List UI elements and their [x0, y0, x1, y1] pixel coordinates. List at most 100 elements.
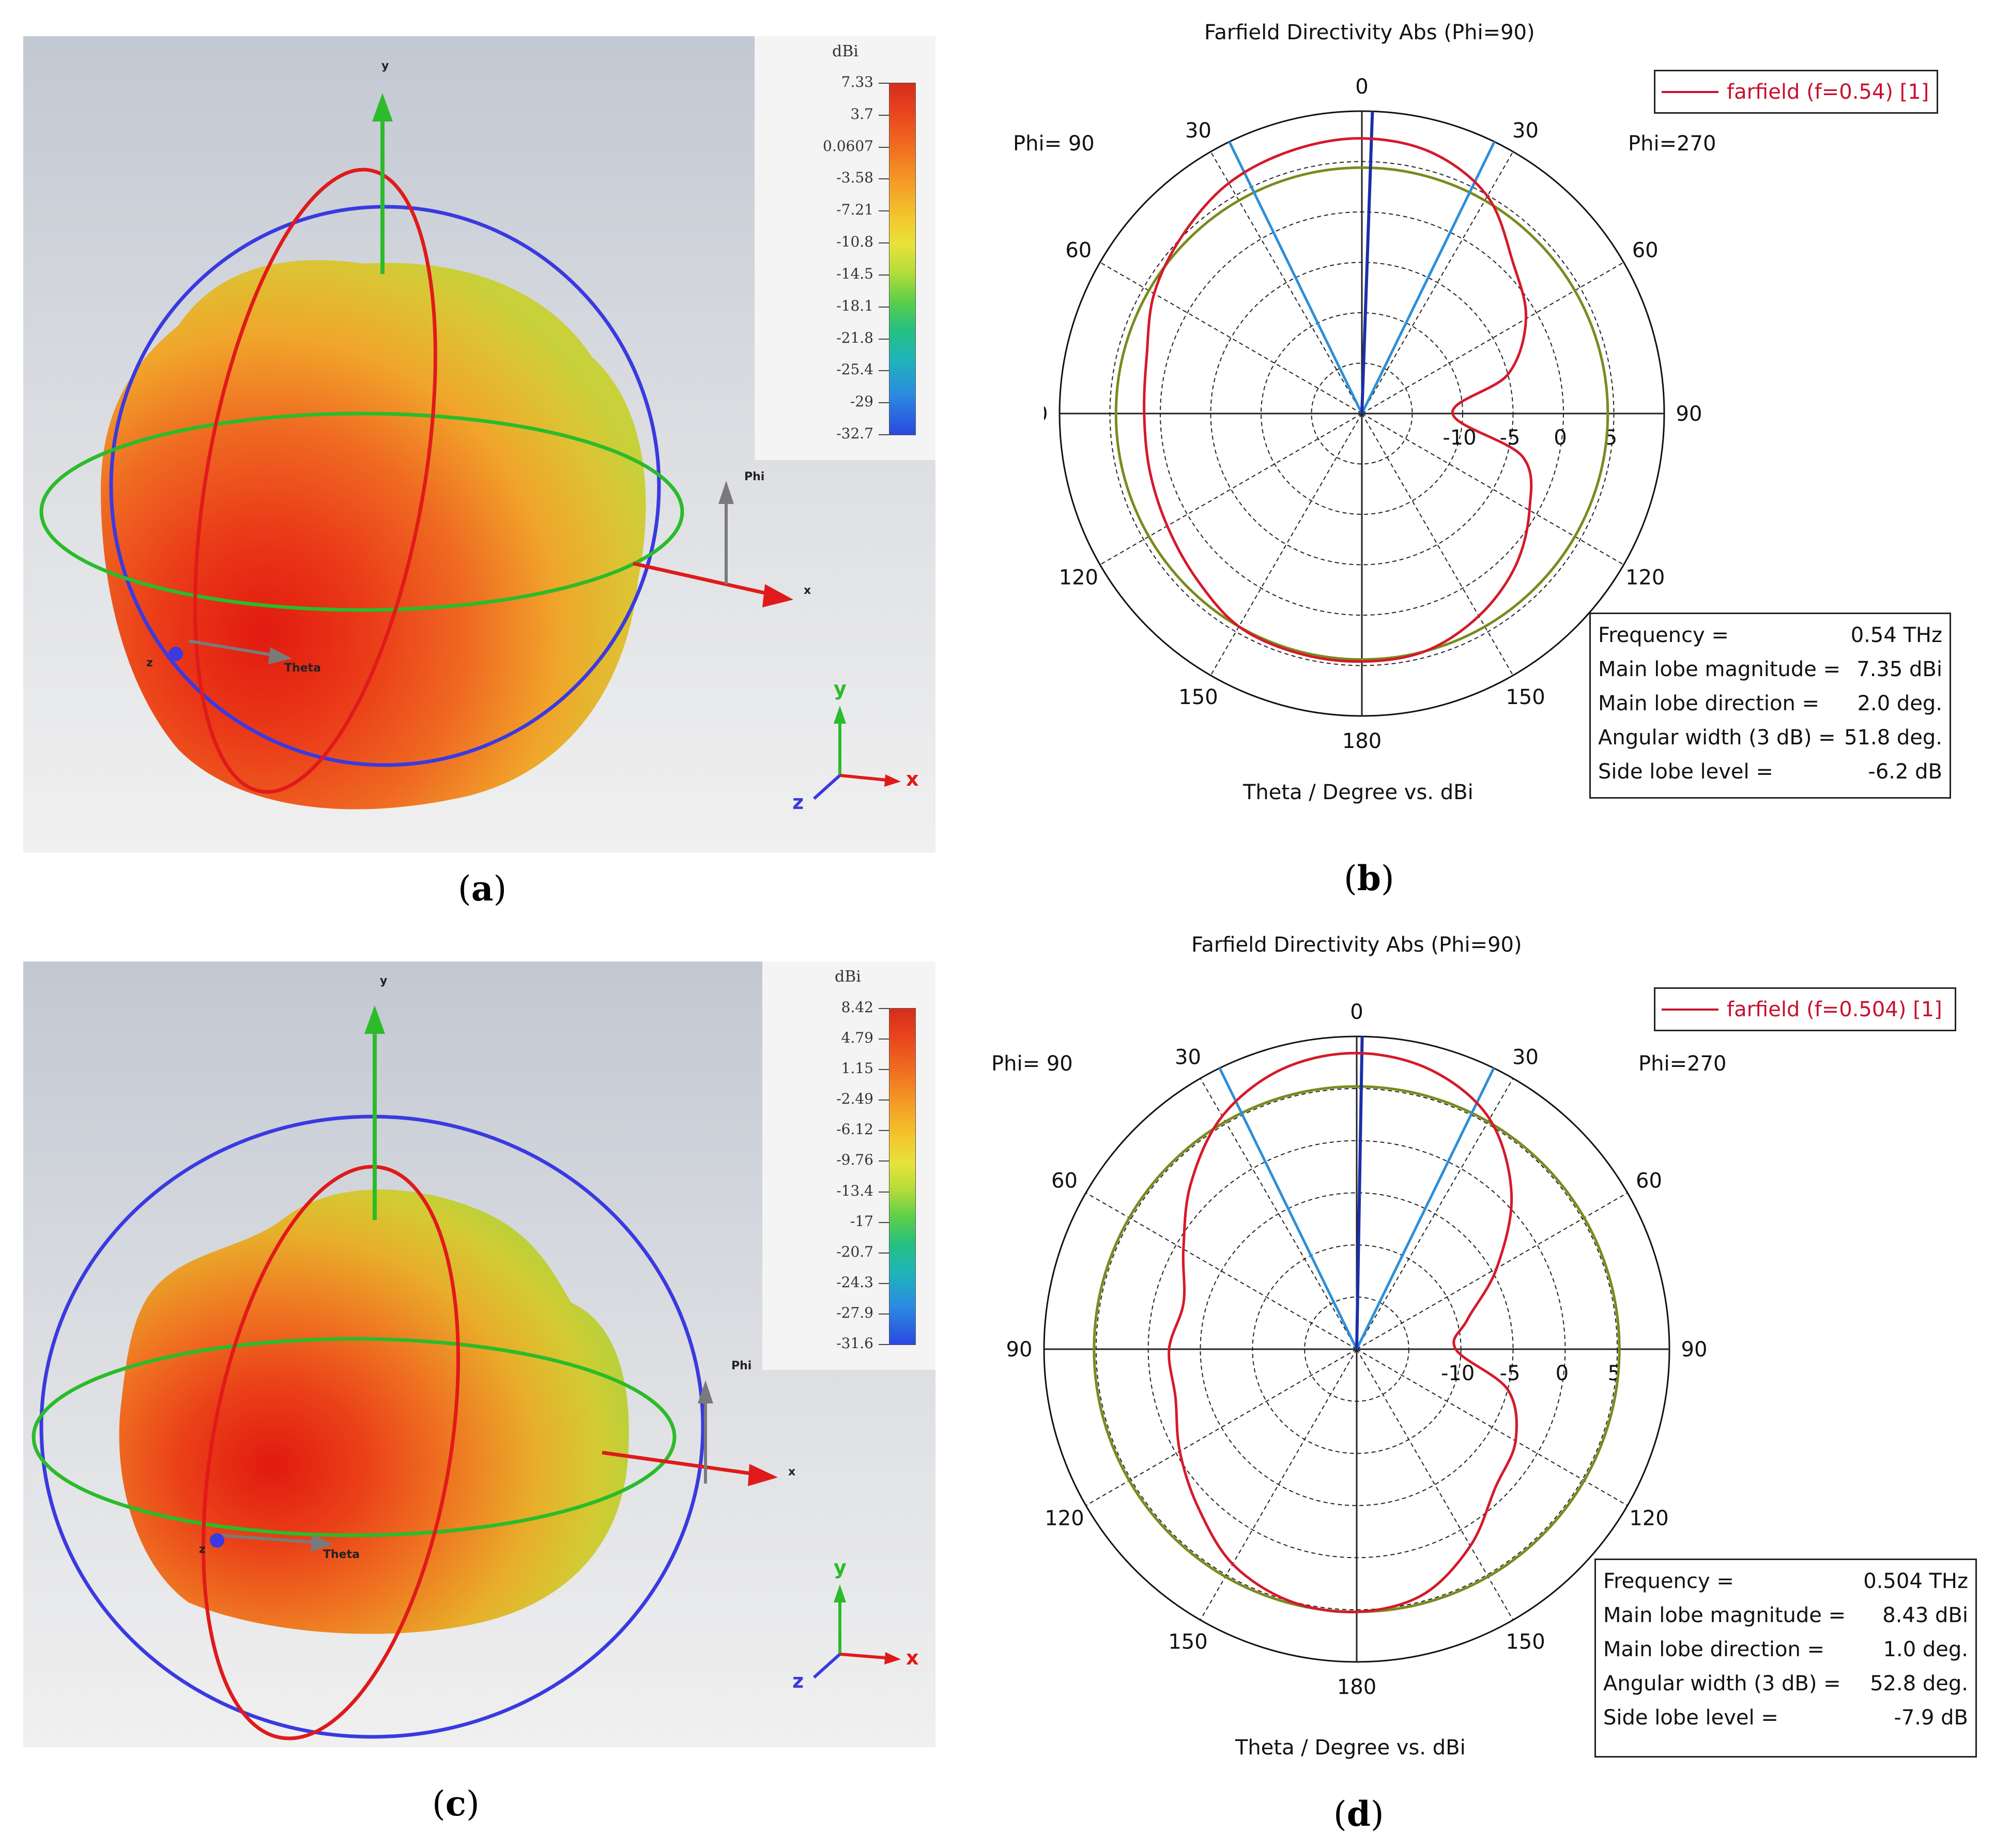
panel-c-red-ring — [202, 1165, 460, 1740]
polar-beamwidth-line — [1228, 141, 1363, 415]
colorbar-tick-mark — [879, 146, 889, 148]
panel-b-legend-swatch — [1662, 90, 1718, 93]
polar-angle-tick-label: 0 — [1350, 1000, 1363, 1024]
polar-spoke — [1356, 1192, 1628, 1350]
colorbar-tick-mark — [879, 402, 889, 404]
colorbar-tick-label: -18.1 — [836, 297, 873, 314]
polar-radial-tick-label: -10 — [1442, 426, 1476, 450]
colorbar-tick-mark — [879, 242, 889, 244]
info-row: Main lobe magnitude = 8.43 dBi — [1603, 1598, 1968, 1632]
panel-a-y-arrowhead — [372, 93, 393, 121]
colorbar-tick-mark — [879, 1069, 889, 1071]
colorbar-tick-mark — [879, 1130, 889, 1132]
colorbar-tick-label: -25.4 — [836, 361, 873, 378]
polar-spoke — [1200, 1349, 1357, 1621]
info-label: Side lobe level = — [1603, 1706, 1778, 1730]
polar-angle-tick-label: 90 — [1676, 402, 1702, 426]
panel-b-legend: farfield (f=0.54) [1] — [1654, 70, 1938, 114]
panel-a-colorbar-box: dBi 7.33 3.7 0.0607 -3.58 -7.21 -10.8 -14.5 -18… — [755, 36, 935, 460]
colorbar-tick-mark — [879, 1191, 889, 1193]
polar-angle-tick-label: 120 — [1059, 566, 1098, 590]
panel-c-colorbar-gradient — [889, 1008, 916, 1345]
panel-b-legend-label: farfield (f=0.54) [1] — [1727, 80, 1929, 104]
info-label: Main lobe magnitude = — [1603, 1603, 1846, 1627]
panel-a-blue-ring — [109, 205, 661, 767]
info-label: Main lobe direction = — [1598, 692, 1820, 715]
colorbar-tick-mark — [879, 1252, 889, 1254]
colorbar-tick-label: -2.49 — [836, 1090, 873, 1108]
colorbar-tick-mark — [879, 434, 889, 435]
panel-c-theta-label: Theta — [323, 1548, 360, 1561]
polar-angle-tick-label: 180 — [1342, 729, 1382, 753]
polar-spoke — [1099, 413, 1362, 566]
panel-d-legend-label: farfield (f=0.504) [1] — [1727, 997, 1942, 1021]
colorbar-tick-mark — [879, 1282, 889, 1284]
panel-a-z-marker — [168, 647, 183, 661]
panel-b-xlabel: Theta / Degree vs. dBi — [1243, 781, 1474, 804]
panel-c-phi-arrowhead — [698, 1380, 713, 1403]
polar-data-curve — [1168, 1051, 1518, 1613]
panel-c-z-marker — [210, 1533, 224, 1548]
colorbar-tick-mark — [879, 83, 889, 84]
panel-b-left-label: Phi= 90 — [1013, 132, 1095, 156]
colorbar-tick-label: -7.21 — [836, 201, 873, 219]
colorbar-tick-label: -10.8 — [836, 233, 873, 251]
colorbar-tick-mark — [879, 1038, 889, 1040]
panel-b-info-box: Frequency = 0.54 THz Main lobe magnitude =… — [1589, 613, 1951, 799]
panel-a-z-label: z — [146, 656, 153, 669]
polar-spoke — [1356, 1078, 1514, 1350]
colorbar-tick-label: -27.9 — [836, 1304, 873, 1321]
polar-angle-tick-label: 60 — [1051, 1169, 1078, 1193]
colorbar-tick-mark — [879, 114, 889, 116]
info-value: 2.0 deg. — [1857, 692, 1942, 715]
info-value: 1.0 deg. — [1883, 1638, 1968, 1661]
polar-spoke — [1361, 151, 1514, 414]
polar-radial-tick-label: 0 — [1556, 1362, 1569, 1385]
colorbar-tick-label: -9.76 — [836, 1151, 873, 1169]
polar-spoke — [1085, 1349, 1357, 1506]
polar-angle-tick-label: 60 — [1636, 1169, 1662, 1193]
polar-angle-tick-label: 120 — [1045, 1507, 1084, 1531]
colorbar-tick-mark — [879, 1008, 889, 1009]
info-value: 7.35 dBi — [1856, 658, 1942, 681]
info-row: Side lobe level = -6.2 dB — [1598, 755, 1942, 789]
colorbar-tick-mark — [879, 1313, 889, 1315]
panel-a-phi-arrowhead — [718, 481, 734, 504]
panel-c-x-axis — [602, 1450, 768, 1478]
colorbar-tick-mark — [879, 338, 889, 340]
colorbar-tick-mark — [879, 1221, 889, 1223]
caption-d: (d) — [1333, 1794, 1384, 1834]
polar-angle-tick-label: 150 — [1168, 1630, 1207, 1654]
info-label: Frequency = — [1603, 1569, 1734, 1593]
colorbar-tick-label: -29 — [850, 393, 873, 410]
info-row: Main lobe direction = 1.0 deg. — [1603, 1632, 1968, 1667]
colorbar-tick-label: -14.5 — [836, 265, 873, 282]
panel-a-triad-z-label: z — [792, 791, 804, 814]
polar-angle-tick-label: 90 — [1006, 1338, 1033, 1362]
info-row: Angular width (3 dB) = 51.8 deg. — [1598, 721, 1942, 755]
info-label: Frequency = — [1598, 623, 1729, 647]
polar-angle-tick-label: 60 — [1065, 239, 1092, 263]
panel-a-triad-y-label: y — [834, 677, 847, 700]
panel-a-x-label: x — [804, 584, 811, 597]
panel-a-triad-x — [839, 774, 892, 782]
panel-c-phi-label: Phi — [731, 1360, 752, 1372]
polar-spoke — [1210, 413, 1362, 676]
panel-a-x-axis — [633, 561, 784, 599]
colorbar-tick-label: -6.12 — [836, 1121, 873, 1138]
panel-c-3d-pattern: y x Phi Theta z y x z dBi 8.42 4.79 1.15 -2… — [23, 961, 935, 1747]
info-label: Side lobe level = — [1598, 760, 1773, 784]
panel-d-legend-swatch — [1662, 1008, 1718, 1011]
polar-beamwidth-line — [1355, 1067, 1495, 1350]
polar-angle-tick-label: 120 — [1625, 566, 1665, 590]
polar-angle-tick-label: 150 — [1506, 1630, 1545, 1654]
panel-a-theta-label: Theta — [284, 662, 321, 675]
colorbar-tick-label: -31.6 — [836, 1335, 873, 1352]
polar-angle-tick-label: 60 — [1632, 239, 1659, 263]
colorbar-tick-mark — [879, 1160, 889, 1162]
info-row: Frequency = 0.54 THz — [1598, 618, 1942, 652]
polar-angle-tick-label: 180 — [1337, 1675, 1376, 1699]
polar-radial-tick-label: -10 — [1441, 1362, 1475, 1385]
